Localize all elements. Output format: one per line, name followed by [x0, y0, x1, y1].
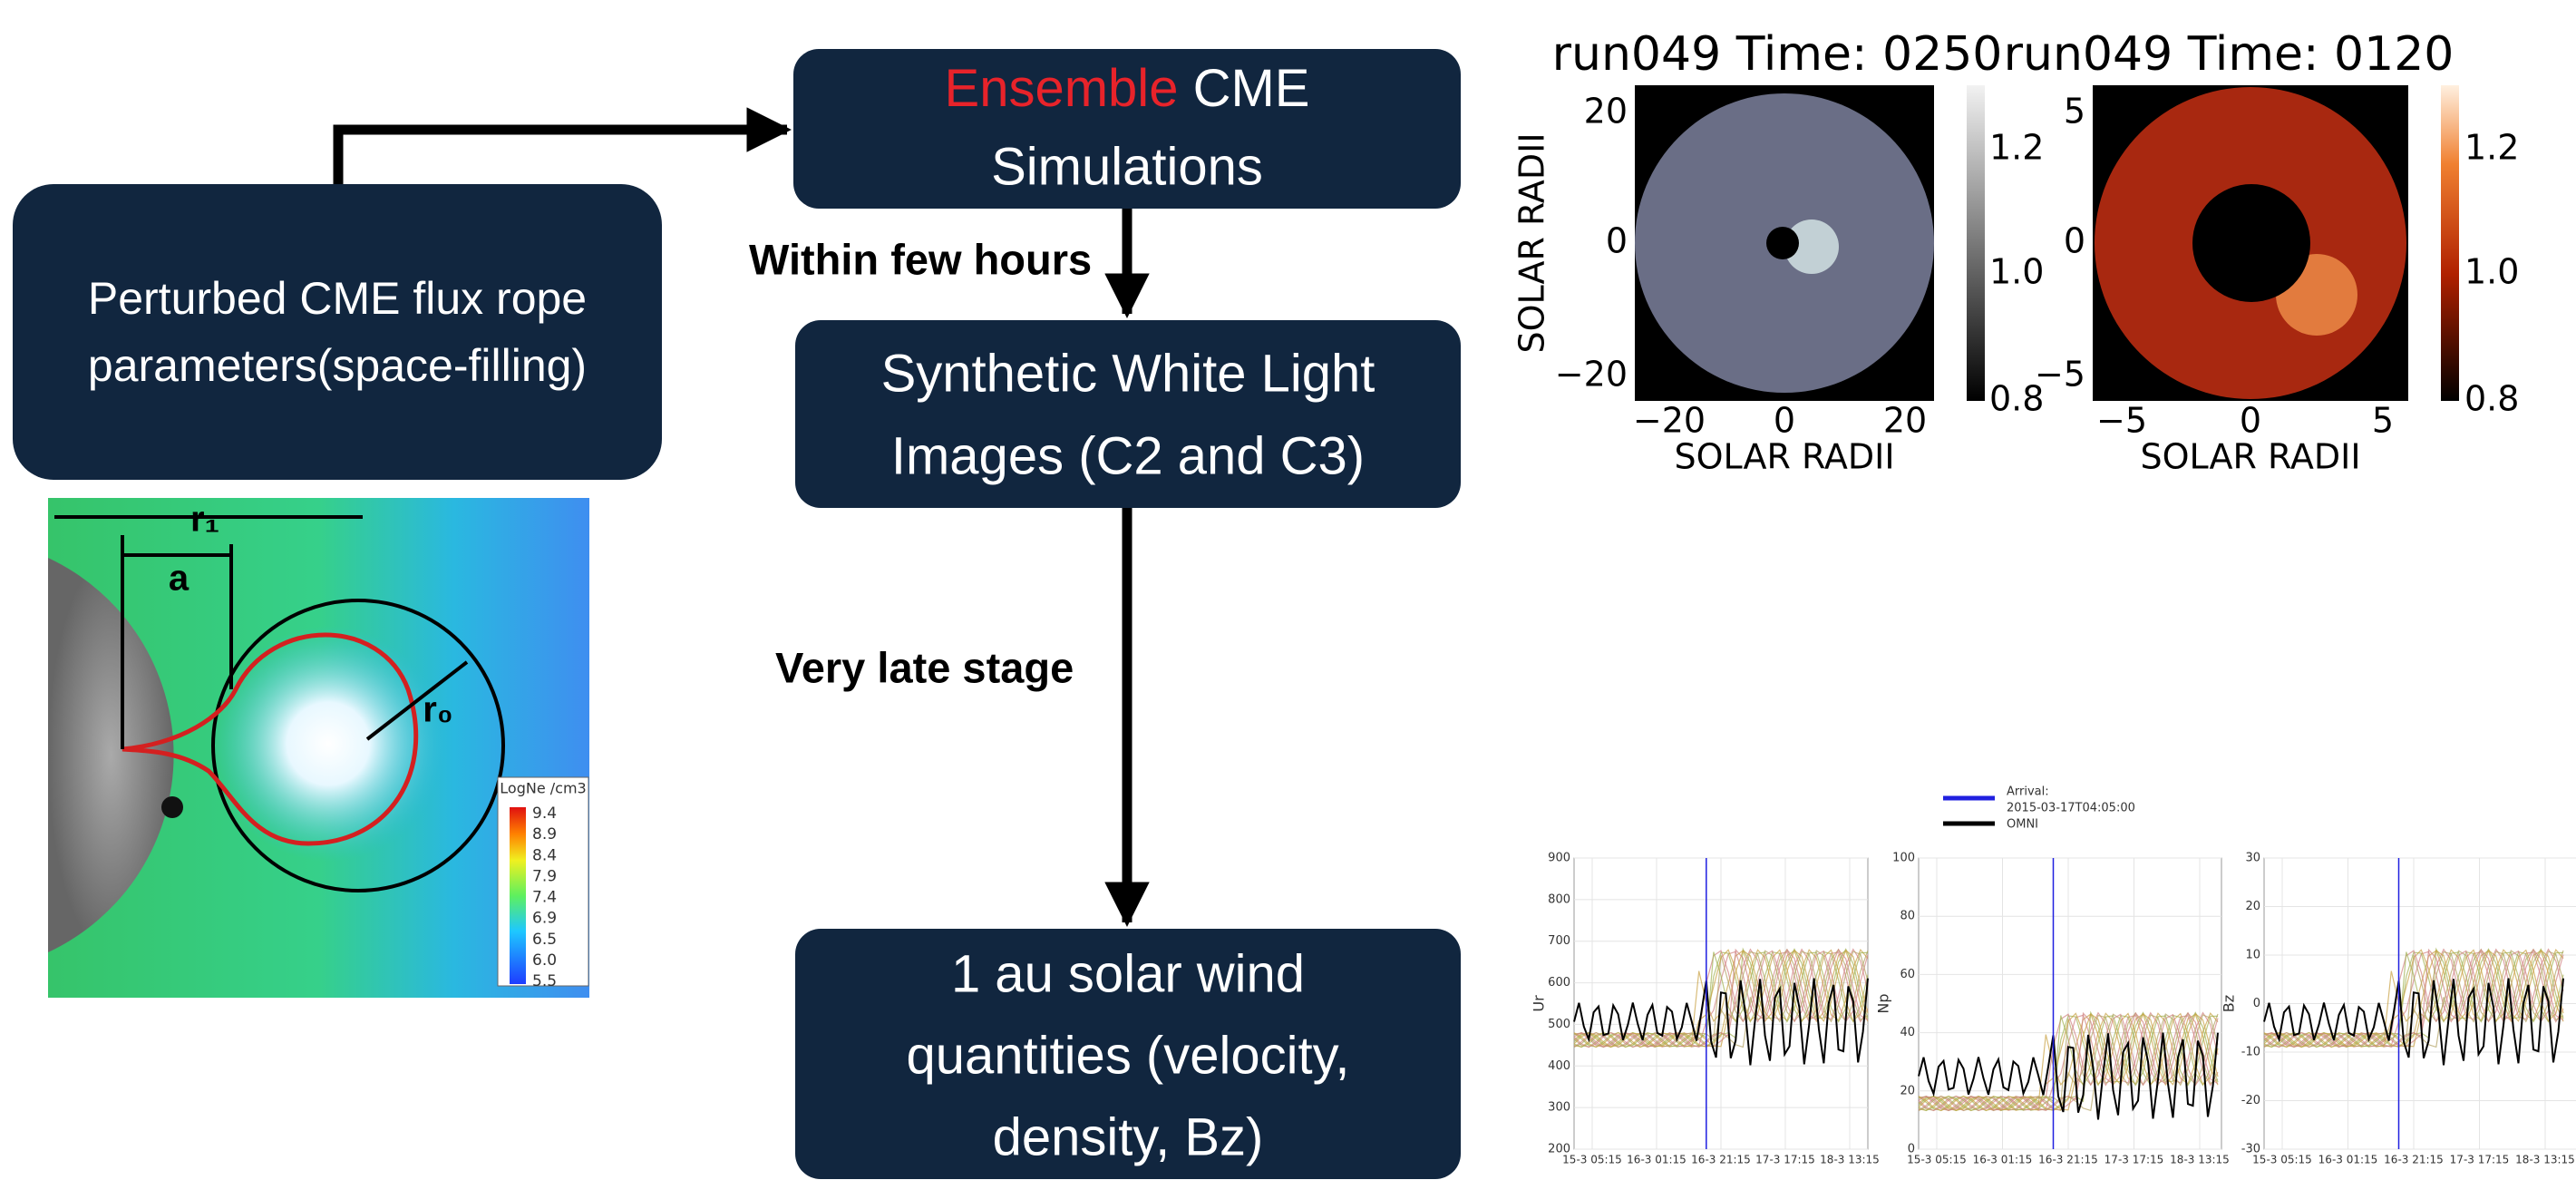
text: Ur	[1531, 995, 1548, 1012]
flux-rope-figure	[48, 498, 589, 998]
text: 16-3 21:15	[1691, 1154, 1751, 1166]
text: 0	[1606, 221, 1628, 261]
text: 16-3 21:15	[2038, 1154, 2098, 1166]
spot	[161, 796, 183, 818]
colorbar	[2441, 85, 2459, 401]
text: 0.8	[2464, 379, 2519, 419]
text: -10	[2241, 1046, 2260, 1059]
colorbar	[1967, 85, 1985, 401]
text: 15-3 05:15	[1907, 1154, 1967, 1166]
text: Bz	[2221, 995, 2238, 1012]
text: 100	[1892, 852, 1915, 865]
text: 600	[1548, 976, 1570, 990]
text: Perturbed CME flux rope	[88, 273, 587, 324]
text: 0	[2253, 997, 2260, 1010]
arrow-label: Very late stage	[775, 643, 1074, 691]
text: 16-3 01:15	[1973, 1154, 2033, 1166]
text: SOLAR RADII	[2140, 437, 2360, 477]
text: 0	[1774, 401, 1795, 441]
text: 18-3 13:15	[1820, 1154, 1880, 1166]
text: SOLAR RADII	[1674, 437, 1894, 477]
text: Arrival:	[2007, 785, 2049, 799]
highlight: Ensemble	[945, 59, 1179, 118]
text: -20	[2241, 1094, 2260, 1107]
text: 800	[1548, 892, 1570, 906]
diagram: Ensemble CME Simulations Within few hour…	[0, 0, 2576, 1180]
text: 1.2	[1989, 128, 2044, 168]
text: −5	[2096, 401, 2147, 441]
text: LogNe /cm3	[500, 780, 586, 797]
text: 7.4	[532, 889, 557, 907]
occulter	[1766, 227, 1799, 259]
text: 8.9	[532, 825, 557, 844]
text: 16-3 21:15	[2384, 1154, 2444, 1166]
occulter	[2192, 184, 2310, 302]
text: quantities (velocity,	[907, 1026, 1350, 1085]
text: 30	[2245, 852, 2260, 865]
text: 900	[1548, 852, 1570, 865]
text: 16-3 01:15	[1627, 1154, 1687, 1166]
params-box	[13, 184, 662, 480]
text: 9.4	[532, 805, 557, 823]
text: −5	[2035, 355, 2085, 395]
text: 60	[1900, 968, 1915, 981]
text: 18-3 13:15	[2170, 1154, 2230, 1166]
text: 1 au solar wind	[951, 944, 1305, 1003]
text: 10	[2245, 949, 2260, 962]
text: 6.5	[532, 931, 557, 949]
text: 17-3 17:15	[1755, 1154, 1815, 1166]
text: Np	[1875, 993, 1892, 1013]
text: 15-3 05:15	[1562, 1154, 1622, 1166]
text: Synthetic White Light	[881, 344, 1375, 403]
text: 0	[2064, 221, 2085, 261]
text: 20	[1883, 401, 1927, 441]
text: 1.2	[2464, 128, 2519, 168]
arrow	[338, 130, 787, 184]
text: a	[169, 559, 190, 599]
text: SOLAR RADII	[1512, 132, 1552, 353]
text: r₀	[423, 690, 453, 730]
text: 1.0	[2464, 252, 2519, 292]
text: 7.9	[532, 867, 557, 885]
text: 5	[2064, 92, 2085, 132]
text: 6.9	[532, 910, 557, 928]
text: 1.0	[1989, 252, 2044, 292]
text: 80	[1900, 910, 1915, 923]
text: 20	[1900, 1084, 1915, 1097]
text: 5	[2372, 401, 2394, 441]
text: 17-3 17:15	[2105, 1154, 2164, 1166]
arrow-label: Within few hours	[749, 235, 1092, 283]
text: run049 Time: 0120	[2004, 27, 2454, 82]
colorbar	[510, 807, 526, 984]
box-text: Ensemble CME	[945, 59, 1310, 118]
box-text: Simulations	[991, 137, 1263, 196]
text: 5.5	[532, 972, 557, 990]
text: 40	[1900, 1026, 1915, 1039]
text: parameters(space-filling)	[88, 340, 587, 391]
text: −20	[1633, 401, 1706, 441]
page: Ensemble CME Simulations Within few hour…	[0, 0, 2576, 1180]
text: run049 Time: 0250	[1552, 27, 2003, 82]
text: 17-3 17:15	[2450, 1154, 2510, 1166]
text: 8.4	[532, 846, 557, 864]
text: 16-3 01:15	[2318, 1154, 2378, 1166]
text: 0	[2240, 401, 2261, 441]
text: 18-3 13:15	[2515, 1154, 2575, 1166]
text: OMNI	[2007, 818, 2038, 832]
text: 6.0	[532, 951, 557, 970]
text: Images (C2 and C3)	[891, 426, 1365, 485]
text: 300	[1548, 1101, 1570, 1115]
text: 700	[1548, 934, 1570, 948]
text: 20	[2245, 900, 2260, 913]
text: 2015-03-17T04:05:00	[2007, 802, 2135, 815]
text: 500	[1548, 1018, 1570, 1031]
text: density, Bz)	[993, 1107, 1264, 1166]
text: 15-3 05:15	[2252, 1154, 2312, 1166]
core	[210, 626, 446, 862]
text: −20	[1555, 355, 1628, 395]
text: 20	[1584, 92, 1628, 132]
text: 400	[1548, 1059, 1570, 1073]
text: r₁	[190, 500, 219, 540]
text: CME	[1178, 59, 1309, 118]
